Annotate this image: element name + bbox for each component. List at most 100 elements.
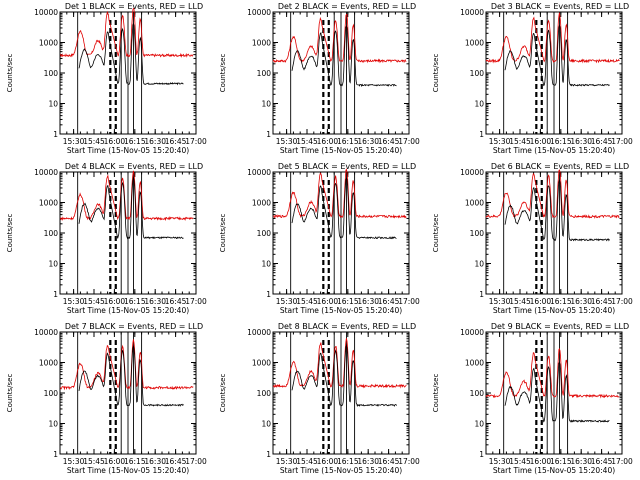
y-axis-label: Counts/sec: [219, 54, 227, 93]
events-series-line: [78, 177, 184, 240]
x-tick-label: 16:45: [591, 457, 613, 466]
y-tick-label: 100: [470, 69, 485, 78]
x-tick-label: 16:00: [530, 457, 552, 466]
x-tick-label: 17:00: [398, 137, 420, 146]
y-tick-label: 10000: [460, 168, 484, 177]
x-tick-label: 15:45: [296, 457, 318, 466]
lld-series-line: [59, 339, 194, 391]
y-tick-label: 10: [48, 420, 58, 429]
y-tick-label: 10000: [247, 168, 271, 177]
x-axis-label: Start Time (15-Nov-05 15:20:40): [493, 306, 615, 315]
y-axis-label: Counts/sec: [219, 214, 227, 253]
events-series-line: [291, 24, 397, 88]
y-axis-label: Counts/sec: [6, 214, 14, 253]
x-tick-label: 15:45: [83, 457, 105, 466]
x-tick-label: 16:00: [317, 297, 339, 306]
x-tick-label: 15:30: [63, 137, 85, 146]
y-tick-label: 10000: [34, 168, 58, 177]
x-tick-label: 16:00: [530, 297, 552, 306]
y-axis-label: Counts/sec: [6, 54, 14, 93]
y-tick-label: 10000: [460, 8, 484, 17]
y-tick-label: 10000: [247, 328, 271, 337]
x-tick-label: 17:00: [185, 457, 207, 466]
y-tick-label: 1000: [252, 199, 271, 208]
y-axis-label: Counts/sec: [432, 54, 440, 93]
x-tick-label: 16:30: [144, 297, 166, 306]
x-tick-label: 16:15: [124, 297, 146, 306]
x-tick-label: 15:30: [63, 297, 85, 306]
events-series-line: [504, 360, 610, 423]
x-tick-label: 16:30: [357, 297, 379, 306]
chart-title: Det 4 BLACK = Events, RED = LLD: [65, 162, 203, 171]
x-tick-label: 16:15: [337, 137, 359, 146]
y-tick-label: 1000: [465, 199, 484, 208]
lld-series-line: [272, 13, 407, 64]
chart-title: Det 8 BLACK = Events, RED = LLD: [278, 322, 416, 331]
events-series-line: [78, 22, 184, 86]
y-tick-label: 100: [257, 229, 272, 238]
events-series-line: [78, 345, 184, 407]
x-axis-label: Start Time (15-Nov-05 15:20:40): [67, 146, 189, 155]
x-tick-label: 16:30: [144, 457, 166, 466]
x-tick-label: 15:45: [296, 137, 318, 146]
lld-series-line: [60, 7, 194, 58]
events-series-line: [504, 179, 610, 242]
lld-series-line: [59, 170, 194, 222]
y-tick-label: 1000: [252, 359, 271, 368]
x-tick-label: 16:45: [591, 137, 613, 146]
x-tick-label: 16:00: [104, 457, 126, 466]
x-axis-label: Start Time (15-Nov-05 15:20:40): [493, 146, 615, 155]
x-tick-label: 16:30: [144, 137, 166, 146]
chart-title: Det 1 BLACK = Events, RED = LLD: [65, 2, 203, 11]
x-axis-label: Start Time (15-Nov-05 15:20:40): [280, 466, 402, 475]
x-tick-label: 17:00: [611, 137, 633, 146]
y-axis-label: Counts/sec: [432, 214, 440, 253]
x-tick-label: 16:30: [570, 137, 592, 146]
chart-panel-det-9: Det 9 BLACK = Events, RED = LLD 1 10 100 100…: [432, 322, 633, 475]
x-tick-label: 16:45: [165, 137, 187, 146]
y-tick-label: 1: [266, 450, 271, 459]
x-tick-label: 16:30: [570, 297, 592, 306]
x-tick-label: 15:45: [509, 457, 531, 466]
chart-panel-det-7: Det 7 BLACK = Events, RED = LLD 1 10 100 100…: [6, 322, 207, 475]
y-tick-label: 100: [470, 389, 485, 398]
y-tick-label: 1000: [39, 359, 58, 368]
x-tick-label: 17:00: [185, 137, 207, 146]
x-tick-label: 15:45: [296, 297, 318, 306]
chart-title: Det 9 BLACK = Events, RED = LLD: [491, 322, 629, 331]
x-tick-label: 16:15: [337, 297, 359, 306]
lld-series-line: [272, 168, 407, 219]
y-tick-label: 10000: [34, 8, 58, 17]
x-tick-label: 15:45: [509, 297, 531, 306]
y-tick-label: 10: [474, 100, 484, 109]
x-tick-label: 16:15: [124, 457, 146, 466]
y-tick-label: 1: [266, 130, 271, 139]
x-tick-label: 15:30: [489, 137, 511, 146]
x-axis-label: Start Time (15-Nov-05 15:20:40): [280, 146, 402, 155]
chart-title: Det 6 BLACK = Events, RED = LLD: [491, 162, 629, 171]
y-axis-label: Counts/sec: [6, 374, 14, 413]
x-tick-label: 15:45: [509, 137, 531, 146]
y-tick-label: 1: [479, 450, 484, 459]
chart-panel-det-8: Det 8 BLACK = Events, RED = LLD 1 10 100 100…: [219, 322, 420, 475]
chart-panel-det-4: Det 4 BLACK = Events, RED = LLD 1 10 100 100…: [6, 162, 207, 315]
y-tick-label: 10000: [247, 8, 271, 17]
x-tick-label: 17:00: [398, 297, 420, 306]
x-tick-label: 15:30: [489, 297, 511, 306]
y-tick-label: 1: [479, 130, 484, 139]
y-tick-label: 1000: [465, 359, 484, 368]
x-tick-label: 16:45: [378, 137, 400, 146]
x-tick-label: 16:15: [337, 457, 359, 466]
y-tick-label: 1: [479, 290, 484, 299]
x-tick-label: 16:45: [165, 297, 187, 306]
x-tick-label: 15:30: [489, 457, 511, 466]
x-tick-label: 15:45: [83, 297, 105, 306]
x-tick-label: 16:45: [378, 297, 400, 306]
lld-series-line: [485, 169, 620, 219]
y-tick-label: 10: [261, 420, 271, 429]
x-axis-label: Start Time (15-Nov-05 15:20:40): [493, 466, 615, 475]
x-tick-label: 16:00: [530, 137, 552, 146]
x-axis-label: Start Time (15-Nov-05 15:20:40): [280, 306, 402, 315]
y-tick-label: 1: [53, 130, 58, 139]
